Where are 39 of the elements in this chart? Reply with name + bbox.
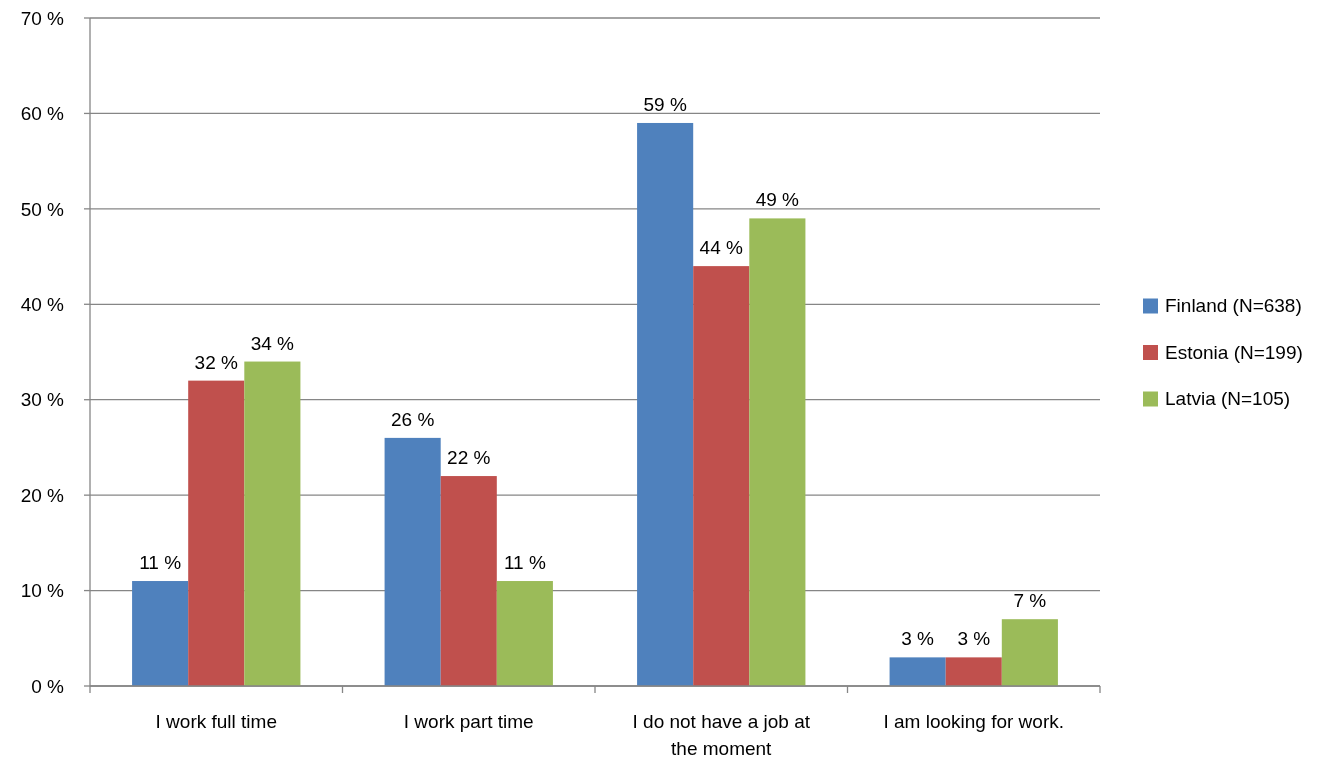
y-tick-label: 70 % [20,7,65,29]
bar [384,437,441,686]
x-tick-label: I do not have a job at the moment [632,711,811,759]
y-tick-label: 20 % [20,484,65,506]
bar [889,657,946,686]
legend-label: Finland (N=638) [1165,295,1302,317]
data-label: 49 % [755,189,800,211]
bar [749,218,806,686]
bar [440,476,497,686]
data-label: 26 % [390,408,435,430]
data-label: 34 % [250,332,295,354]
y-tick-label: 10 % [20,580,65,602]
bar [188,380,245,686]
y-tick-label: 50 % [20,198,65,220]
bar [1001,619,1058,686]
data-label: 44 % [699,237,744,259]
bar [693,266,750,686]
x-tick-label: I work part time [403,711,534,732]
data-label: 3 % [901,628,935,650]
bar [132,581,189,686]
x-tick-label: I work full time [155,711,277,732]
data-label: 3 % [957,628,991,650]
y-tick-label: 40 % [20,293,65,315]
data-label: 32 % [194,351,239,373]
y-tick-label: 60 % [20,103,65,125]
y-tick-label: 30 % [20,389,65,411]
bar [244,361,301,686]
data-label: 59 % [643,93,687,115]
data-label: 11 % [503,552,546,574]
data-label: 7 % [1013,590,1047,612]
legend-label: Estonia (N=199) [1165,341,1303,363]
data-label: 11 % [139,552,182,574]
legend-label: Latvia (N=105) [1165,388,1291,410]
bar [945,657,1002,686]
bar [637,122,694,686]
bar [496,581,553,686]
y-tick-label: 0 % [31,675,65,697]
data-label: 22 % [447,447,491,469]
x-tick-label: I am looking for work. [883,711,1065,732]
